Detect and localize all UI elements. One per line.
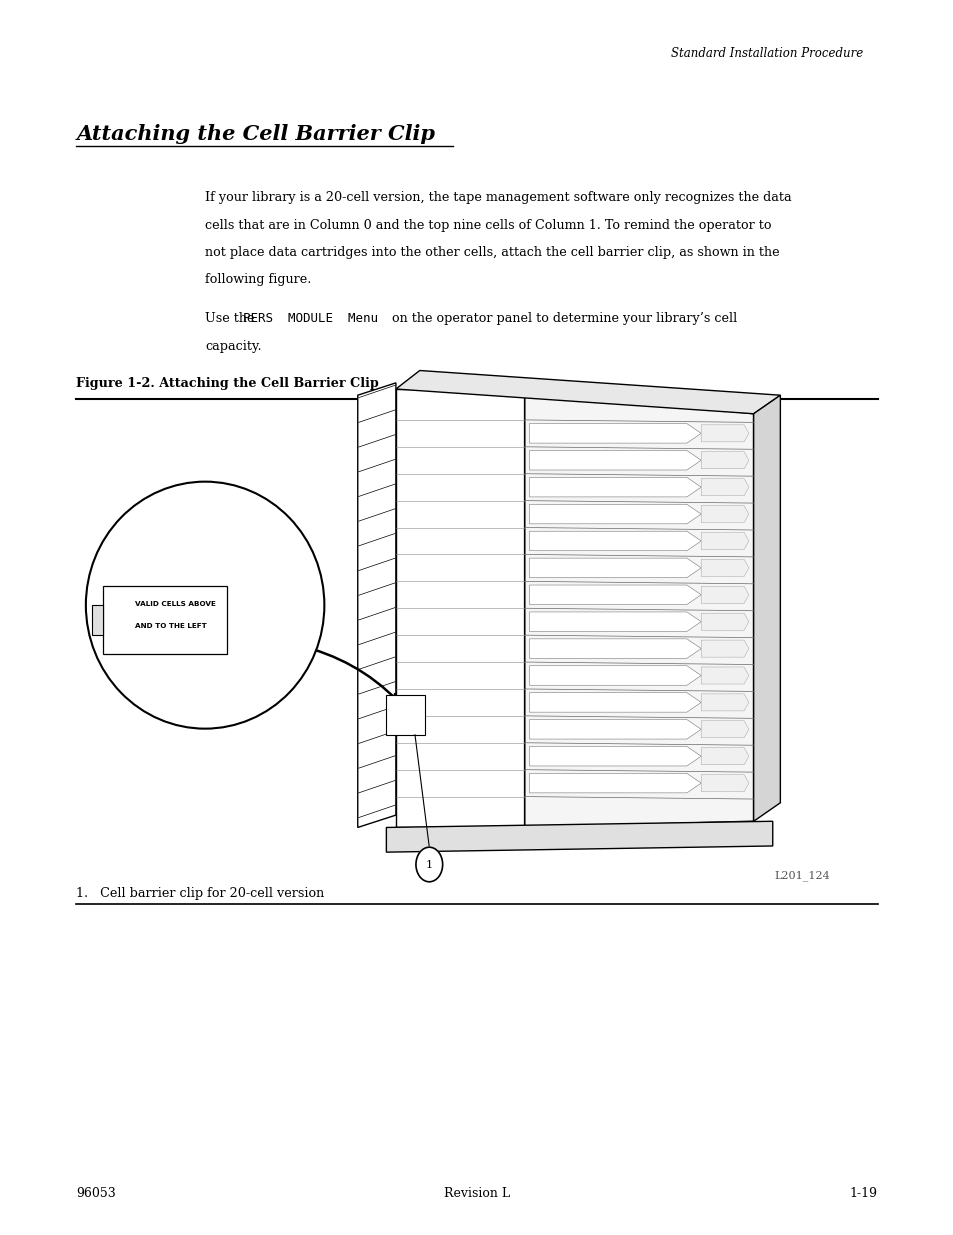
Polygon shape xyxy=(386,821,772,852)
Polygon shape xyxy=(700,774,748,792)
Polygon shape xyxy=(529,693,700,713)
Polygon shape xyxy=(700,613,748,630)
Polygon shape xyxy=(386,695,424,735)
Polygon shape xyxy=(529,720,700,739)
Text: Figure 1-2. Attaching the Cell Barrier Clip: Figure 1-2. Attaching the Cell Barrier C… xyxy=(76,377,378,390)
Text: Revision L: Revision L xyxy=(443,1187,510,1200)
Polygon shape xyxy=(529,585,700,604)
FancyBboxPatch shape xyxy=(103,587,227,655)
Text: 1.   Cell barrier clip for 20-cell version: 1. Cell barrier clip for 20-cell version xyxy=(76,887,324,900)
Text: If your library is a 20-cell version, the tape management software only recogniz: If your library is a 20-cell version, th… xyxy=(205,191,791,205)
Text: AND TO THE LEFT: AND TO THE LEFT xyxy=(134,624,206,629)
Polygon shape xyxy=(700,425,748,442)
Polygon shape xyxy=(700,747,748,764)
Text: PERS  MODULE  Menu: PERS MODULE Menu xyxy=(243,312,378,326)
Polygon shape xyxy=(529,611,700,631)
Polygon shape xyxy=(529,531,700,551)
Polygon shape xyxy=(700,721,748,737)
Polygon shape xyxy=(700,559,748,577)
Text: Use the: Use the xyxy=(205,312,258,326)
Text: L201_124: L201_124 xyxy=(774,871,829,882)
Polygon shape xyxy=(529,424,700,443)
Polygon shape xyxy=(529,558,700,578)
Polygon shape xyxy=(700,587,748,603)
Polygon shape xyxy=(529,746,700,766)
Text: on the operator panel to determine your library’s cell: on the operator panel to determine your … xyxy=(388,312,737,326)
Polygon shape xyxy=(700,640,748,657)
Text: cells that are in Column 0 and the top nine cells of Column 1. To remind the ope: cells that are in Column 0 and the top n… xyxy=(205,219,771,232)
Circle shape xyxy=(416,847,442,882)
Polygon shape xyxy=(529,638,700,658)
Polygon shape xyxy=(700,479,748,495)
Polygon shape xyxy=(700,452,748,469)
Text: 1: 1 xyxy=(425,860,433,869)
Text: capacity.: capacity. xyxy=(205,340,261,353)
Polygon shape xyxy=(529,478,700,496)
Polygon shape xyxy=(395,370,780,414)
Polygon shape xyxy=(524,389,753,827)
Polygon shape xyxy=(529,773,700,793)
Text: following figure.: following figure. xyxy=(205,273,312,287)
Polygon shape xyxy=(529,504,700,524)
Text: Attaching the Cell Barrier Clip: Attaching the Cell Barrier Clip xyxy=(76,124,435,143)
Ellipse shape xyxy=(86,482,324,729)
Text: not place data cartridges into the other cells, attach the cell barrier clip, as: not place data cartridges into the other… xyxy=(205,246,779,259)
Text: VALID CELLS ABOVE: VALID CELLS ABOVE xyxy=(134,601,215,606)
Text: 96053: 96053 xyxy=(76,1187,116,1200)
Text: Standard Installation Procedure: Standard Installation Procedure xyxy=(670,47,862,61)
Polygon shape xyxy=(529,451,700,471)
Polygon shape xyxy=(753,395,780,821)
Polygon shape xyxy=(700,532,748,550)
Text: 1-19: 1-19 xyxy=(849,1187,877,1200)
Polygon shape xyxy=(700,505,748,522)
Polygon shape xyxy=(357,383,395,827)
Polygon shape xyxy=(700,667,748,684)
Polygon shape xyxy=(91,605,103,635)
Polygon shape xyxy=(395,389,524,827)
Polygon shape xyxy=(529,666,700,685)
Polygon shape xyxy=(700,694,748,711)
Text: (L201_124): (L201_124) xyxy=(456,377,533,390)
